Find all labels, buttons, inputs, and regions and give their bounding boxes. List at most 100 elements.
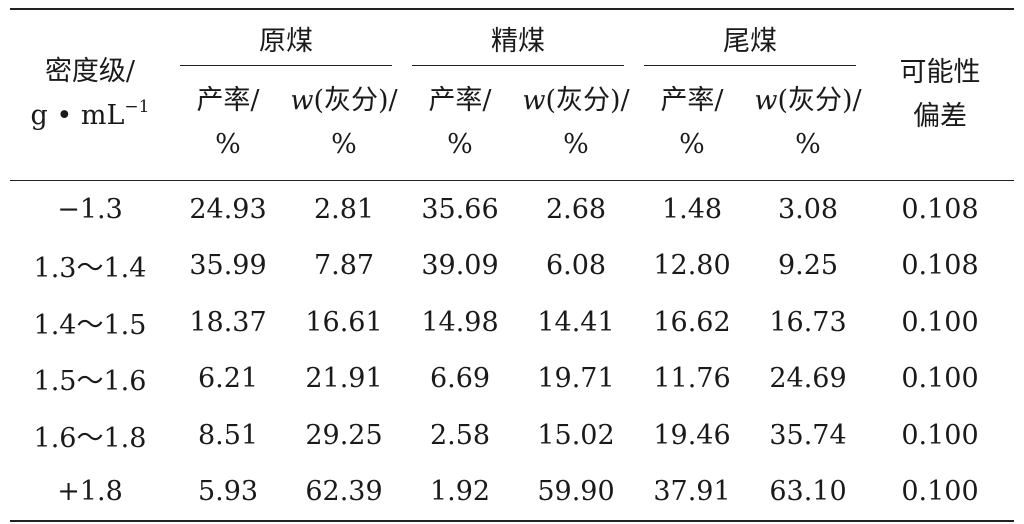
cell-tail-yield: 1.48 — [661, 193, 723, 225]
table-row: 1.6～1.8 8.51 29.25 2.58 15.02 19.46 35.74 0.100 — [10, 407, 1014, 464]
ash-header-line2: % — [563, 129, 589, 160]
deviation-column-header: 可能性 偏差 — [866, 8, 1014, 181]
group-header-raw-coal: 原煤 — [170, 8, 402, 66]
cell-raw-yield: 18.37 — [189, 306, 267, 338]
ash-header-line2: % — [331, 129, 357, 160]
cell-deviation: 0.100 — [901, 363, 979, 395]
ash-header-line2: % — [795, 129, 821, 160]
cell-tail-ash: 63.10 — [750, 463, 866, 522]
cell-raw-yield: 6.21 — [197, 363, 259, 395]
yield-header-line1: 产率/ — [196, 85, 260, 116]
ash-header-line1: w(灰分)/ — [286, 79, 402, 123]
cell-density: −1.3 — [57, 193, 123, 225]
cell-density: 1.3～1.4 — [33, 253, 147, 285]
table-row: −1.3 24.93 2.81 35.66 2.68 1.48 3.08 0.108 — [10, 181, 1014, 238]
cell-deviation: 0.100 — [901, 306, 979, 338]
ash-header-text: (灰分)/ — [777, 85, 862, 116]
cell-tail-yield: 19.46 — [653, 419, 731, 451]
cell-clean-ash: 19.71 — [537, 363, 615, 395]
yield-header-line2: % — [215, 129, 241, 160]
density-unit: g • mL — [30, 99, 125, 131]
cell-tail-yield: 16.62 — [653, 306, 731, 338]
yield-header-line1: 产率/ — [660, 85, 724, 116]
cell-raw-yield: 8.51 — [197, 419, 259, 451]
cell-tail-ash: 3.08 — [777, 193, 839, 225]
group-label-raw-coal: 原煤 — [259, 25, 313, 57]
cell-raw-ash: 7.87 — [313, 250, 375, 282]
yield-header-line1: 产率/ — [428, 85, 492, 116]
density-header-line1: 密度级/ — [44, 55, 136, 87]
ash-symbol: w — [290, 85, 314, 116]
ash-header-text: (灰分)/ — [313, 85, 398, 116]
cell-clean-yield: 6.69 — [429, 363, 491, 395]
deviation-header-line1: 可能性 — [899, 57, 981, 88]
cell-clean-yield: 1.92 — [402, 463, 518, 522]
yield-header-line2: % — [679, 129, 705, 160]
ash-header-raw-coal: w(灰分)/% — [286, 66, 402, 181]
table-row: 1.5～1.6 6.21 21.91 6.69 19.71 11.76 24.69 0.100 — [10, 351, 1014, 408]
ash-header-line1: w(灰分)/ — [750, 79, 866, 123]
cell-clean-ash: 14.41 — [537, 306, 615, 338]
cell-tail-ash: 35.74 — [769, 419, 847, 451]
table-row: +1.8 5.93 62.39 1.92 59.90 37.91 63.10 0.100 — [10, 463, 1014, 522]
cell-raw-yield: 5.93 — [170, 463, 286, 522]
group-label-clean-coal: 精煤 — [491, 25, 545, 57]
table-row: 1.4～1.5 18.37 16.61 14.98 14.41 16.62 16.73 0.1… — [10, 294, 1014, 351]
cell-deviation: 0.100 — [901, 419, 979, 451]
cell-clean-yield: 39.09 — [421, 250, 499, 282]
cell-density: 1.5～1.6 — [33, 366, 147, 398]
group-rule-clean-coal — [412, 65, 624, 66]
ash-header-line1: w(灰分)/ — [518, 79, 634, 123]
cell-clean-yield: 35.66 — [421, 193, 499, 225]
sub-header-row: 产率/% w(灰分)/% 产率/% w(灰分)/% 产率/% w(灰分)/% — [10, 66, 1014, 181]
cell-deviation: 0.108 — [901, 193, 979, 225]
yield-header-line2: % — [447, 129, 473, 160]
cell-deviation: 0.108 — [901, 250, 979, 282]
cell-tail-yield: 12.80 — [653, 250, 731, 282]
cell-tail-ash: 9.25 — [777, 250, 839, 282]
yield-header-raw-coal: 产率/% — [170, 66, 286, 181]
density-fraction-table: 密度级/ g • mL−1 原煤 精煤 尾煤 可能性 偏差 — [10, 8, 1014, 522]
cell-raw-ash: 21.91 — [305, 363, 383, 395]
cell-raw-ash: 2.81 — [313, 193, 375, 225]
cell-density: 1.6～1.8 — [33, 422, 147, 454]
group-header-tailings: 尾煤 — [634, 8, 866, 66]
ash-symbol: w — [522, 85, 546, 116]
cell-clean-ash: 2.68 — [545, 193, 607, 225]
group-header-clean-coal: 精煤 — [402, 8, 634, 66]
density-header-line2: g • mL−1 — [10, 94, 170, 141]
cell-raw-ash: 29.25 — [305, 419, 383, 451]
cell-clean-yield: 2.58 — [429, 419, 491, 451]
cell-tail-ash: 16.73 — [769, 306, 847, 338]
cell-raw-yield: 24.93 — [189, 193, 267, 225]
ash-header-text: (灰分)/ — [545, 85, 630, 116]
yield-header-tailings: 产率/% — [634, 66, 750, 181]
group-label-tailings: 尾煤 — [723, 25, 777, 57]
group-rule-raw-coal — [180, 65, 392, 66]
group-rule-tailings — [644, 65, 856, 66]
cell-deviation: 0.100 — [866, 463, 1014, 522]
ash-symbol: w — [754, 85, 778, 116]
density-column-header: 密度级/ g • mL−1 — [10, 8, 170, 181]
ash-header-tailings: w(灰分)/% — [750, 66, 866, 181]
table-row: 1.3～1.4 35.99 7.87 39.09 6.08 12.80 9.25 0.108 — [10, 238, 1014, 295]
ash-header-clean-coal: w(灰分)/% — [518, 66, 634, 181]
cell-tail-yield: 37.91 — [634, 463, 750, 522]
cell-clean-ash: 6.08 — [545, 250, 607, 282]
cell-density: 1.4～1.5 — [33, 309, 147, 341]
cell-clean-yield: 14.98 — [421, 306, 499, 338]
cell-density: +1.8 — [10, 463, 170, 522]
deviation-header-line2: 偏差 — [913, 101, 967, 132]
cell-clean-ash: 15.02 — [537, 419, 615, 451]
density-unit-exponent: −1 — [124, 96, 150, 117]
cell-tail-ash: 24.69 — [769, 363, 847, 395]
table-body: −1.3 24.93 2.81 35.66 2.68 1.48 3.08 0.108 1.3～1… — [10, 181, 1014, 522]
yield-header-clean-coal: 产率/% — [402, 66, 518, 181]
cell-tail-yield: 11.76 — [653, 363, 731, 395]
cell-raw-yield: 35.99 — [189, 250, 267, 282]
table-header: 密度级/ g • mL−1 原煤 精煤 尾煤 可能性 偏差 — [10, 8, 1014, 181]
cell-raw-ash: 16.61 — [305, 306, 383, 338]
cell-clean-ash: 59.90 — [518, 463, 634, 522]
cell-raw-ash: 62.39 — [286, 463, 402, 522]
